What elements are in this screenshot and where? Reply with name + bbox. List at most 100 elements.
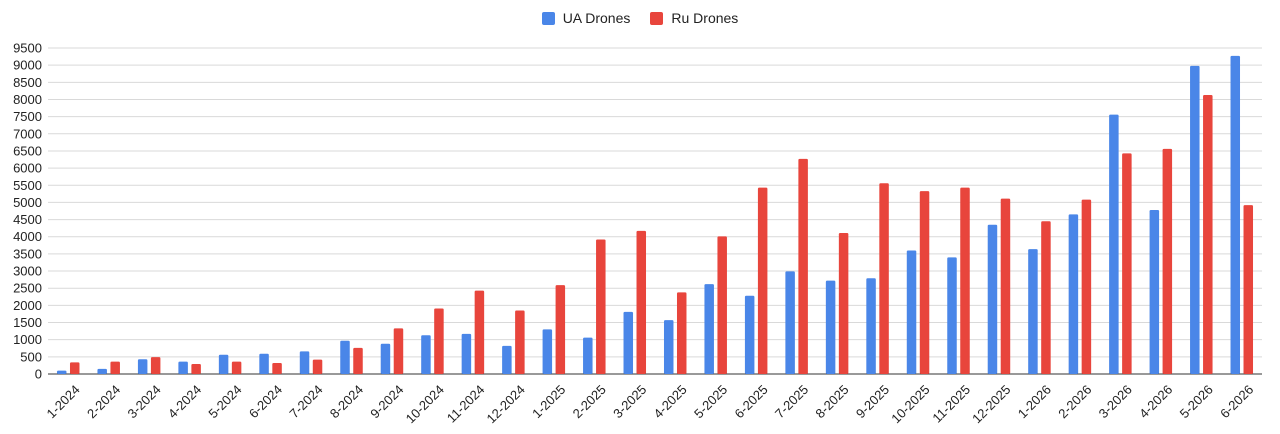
x-tick-label: 7-2024: [286, 382, 325, 421]
y-tick-label: 7000: [13, 126, 42, 141]
bar-ru: [879, 183, 889, 374]
bar-ru: [757, 187, 768, 374]
x-tick-label: 2-2026: [1055, 382, 1094, 421]
y-tick-label: 2500: [13, 281, 42, 296]
y-tick-label: 5500: [13, 178, 42, 193]
bar-ua: [744, 295, 755, 374]
bar-ru: [1162, 148, 1173, 374]
bar-ua: [583, 337, 593, 374]
y-tick-label: 3000: [13, 264, 42, 279]
bar-ua: [785, 271, 795, 374]
y-tick-label: 5000: [13, 195, 42, 210]
y-tick-label: 2000: [13, 298, 42, 313]
y-tick-label: 3500: [13, 246, 42, 261]
bar-ua: [1028, 249, 1038, 374]
bar-ru: [515, 310, 525, 374]
bar-ua: [340, 340, 350, 374]
x-tick-label: 5-2025: [691, 382, 730, 421]
x-tick-label: 10-2024: [403, 382, 447, 426]
y-tick-label: 4500: [13, 212, 42, 227]
bar-ru: [150, 357, 161, 374]
y-tick-label: 6500: [13, 143, 42, 158]
legend-label-ru: Ru Drones: [671, 10, 739, 26]
bar-ua: [97, 368, 107, 374]
y-tick-label: 4000: [13, 229, 42, 244]
bar-ua: [866, 278, 876, 374]
bar-ru: [676, 292, 687, 374]
x-tick-label: 5-2024: [205, 382, 244, 421]
bar-ua: [987, 224, 998, 374]
bar-ua: [1149, 209, 1160, 374]
bar-ru: [393, 328, 404, 374]
bar-ru: [555, 285, 566, 374]
bar-ua: [825, 280, 836, 374]
legend-label-ua: UA Drones: [562, 10, 631, 26]
bar-ru: [919, 191, 930, 374]
bar-ru: [1243, 205, 1254, 374]
legend-swatch-ru: [650, 11, 664, 25]
chart-legend: UA Drones Ru Drones: [0, 10, 1280, 26]
bar-ru: [960, 187, 970, 374]
x-tick-label: 3-2025: [610, 382, 649, 421]
x-tick-label: 9-2025: [853, 382, 892, 421]
bar-ua: [623, 311, 634, 374]
x-tick-label: 5-2026: [1177, 382, 1216, 421]
y-tick-label: 7500: [13, 109, 42, 124]
bar-ua: [461, 333, 472, 374]
x-tick-label: 8-2024: [327, 382, 366, 421]
bar-ru: [1041, 221, 1051, 374]
bar-ru: [717, 236, 727, 374]
legend-item-ru[interactable]: Ru Drones: [650, 10, 738, 26]
bar-ua: [56, 370, 67, 374]
legend-item-ua[interactable]: UA Drones: [541, 10, 631, 26]
bar-ua: [259, 353, 269, 374]
bar-ru: [1081, 199, 1092, 374]
bar-ru: [474, 290, 485, 374]
bar-ru: [636, 230, 647, 374]
x-tick-label: 10-2025: [888, 382, 932, 426]
bar-ua: [704, 284, 714, 374]
x-tick-label: 4-2024: [165, 382, 204, 421]
x-tick-label: 6-2024: [246, 382, 285, 421]
x-tick-label: 1-2026: [1015, 382, 1054, 421]
bar-ru: [1000, 198, 1011, 374]
bar-ua: [542, 329, 553, 374]
bar-ru: [312, 359, 323, 374]
y-tick-label: 9000: [13, 58, 42, 73]
bar-ru: [596, 239, 606, 374]
x-tick-label: 11-2024: [444, 382, 488, 426]
y-tick-label: 1000: [13, 332, 42, 347]
bar-ru: [353, 347, 363, 374]
bar-ua: [1190, 65, 1200, 374]
x-tick-label: 1-2024: [44, 382, 83, 421]
x-tick-label: 12-2024: [484, 382, 528, 426]
y-tick-label: 8000: [13, 92, 42, 107]
x-tick-label: 3-2024: [124, 382, 163, 421]
bar-ru: [434, 308, 444, 374]
bar-ua: [421, 335, 431, 374]
bar-ua: [218, 354, 229, 374]
bar-ru: [69, 362, 80, 374]
x-tick-label: 8-2025: [812, 382, 851, 421]
bar-ua: [663, 320, 674, 374]
y-tick-label: 1500: [13, 315, 42, 330]
bar-ua: [299, 351, 310, 374]
bar-ru: [231, 361, 242, 374]
bar-ru: [1122, 153, 1132, 374]
bar-ua: [178, 361, 188, 374]
x-tick-label: 4-2026: [1136, 382, 1175, 421]
bar-ua: [502, 345, 512, 374]
y-tick-label: 500: [20, 349, 42, 364]
x-tick-label: 2-2024: [84, 382, 123, 421]
x-tick-label: 9-2024: [367, 382, 406, 421]
bar-ua: [906, 250, 917, 374]
x-tick-label: 3-2026: [1096, 382, 1135, 421]
y-tick-label: 6000: [13, 161, 42, 176]
x-tick-label: 2-2025: [570, 382, 609, 421]
bar-ua: [1068, 214, 1079, 374]
bar-ru: [191, 364, 201, 374]
x-tick-label: 7-2025: [772, 382, 811, 421]
bar-ru: [838, 232, 849, 374]
